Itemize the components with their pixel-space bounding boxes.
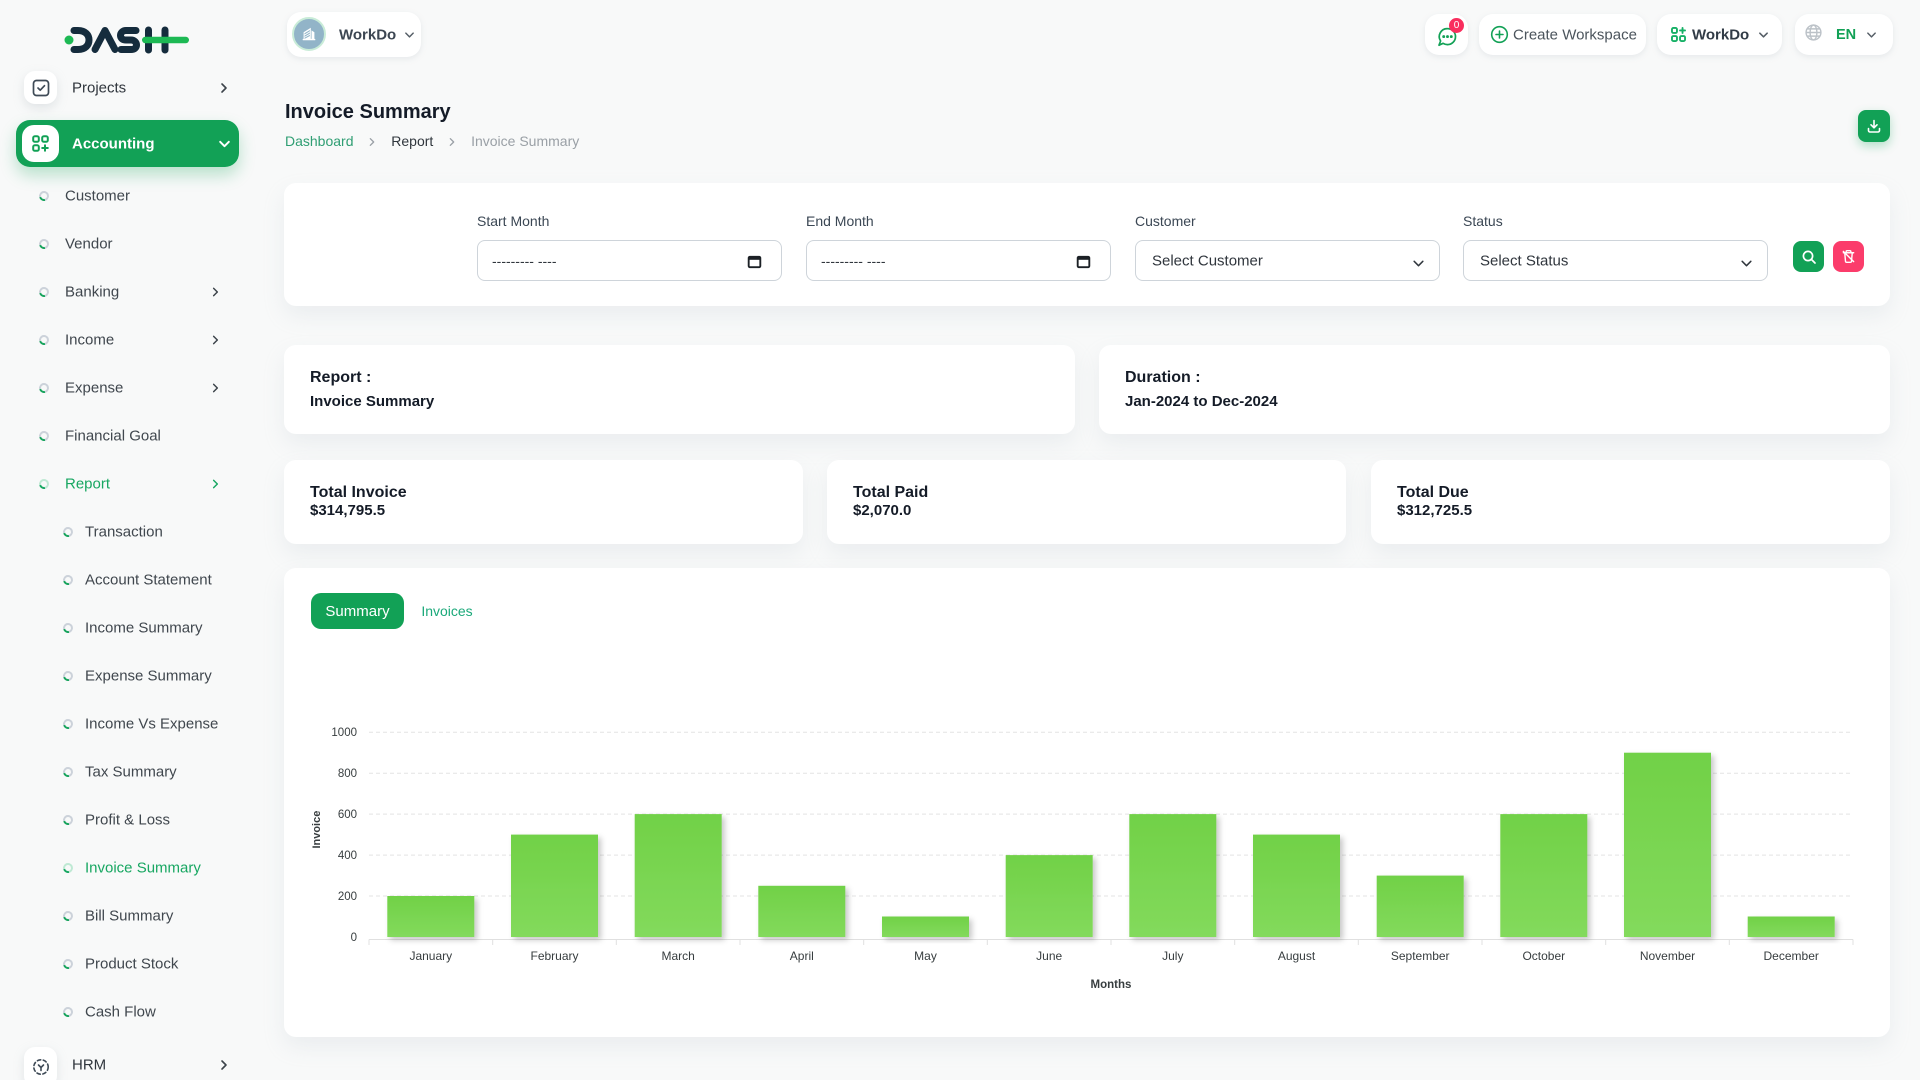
svg-text:December: December <box>1764 949 1819 963</box>
svg-text:August: August <box>1278 949 1316 963</box>
svg-text:800: 800 <box>338 768 357 780</box>
svg-text:June: June <box>1036 949 1062 963</box>
svg-text:400: 400 <box>338 850 357 862</box>
svg-text:April: April <box>790 949 814 963</box>
svg-text:October: October <box>1522 949 1565 963</box>
svg-text:March: March <box>662 949 695 963</box>
svg-text:July: July <box>1162 949 1183 963</box>
svg-text:September: September <box>1391 949 1450 963</box>
svg-text:1000: 1000 <box>331 727 357 739</box>
svg-text:November: November <box>1640 949 1695 963</box>
svg-text:May: May <box>914 949 937 963</box>
svg-text:February: February <box>530 949 578 963</box>
svg-text:Invoice: Invoice <box>311 811 323 849</box>
svg-text:January: January <box>409 949 452 963</box>
svg-text:0: 0 <box>351 932 357 944</box>
svg-text:200: 200 <box>338 891 357 903</box>
svg-text:Months: Months <box>1091 979 1132 991</box>
svg-text:600: 600 <box>338 809 357 821</box>
